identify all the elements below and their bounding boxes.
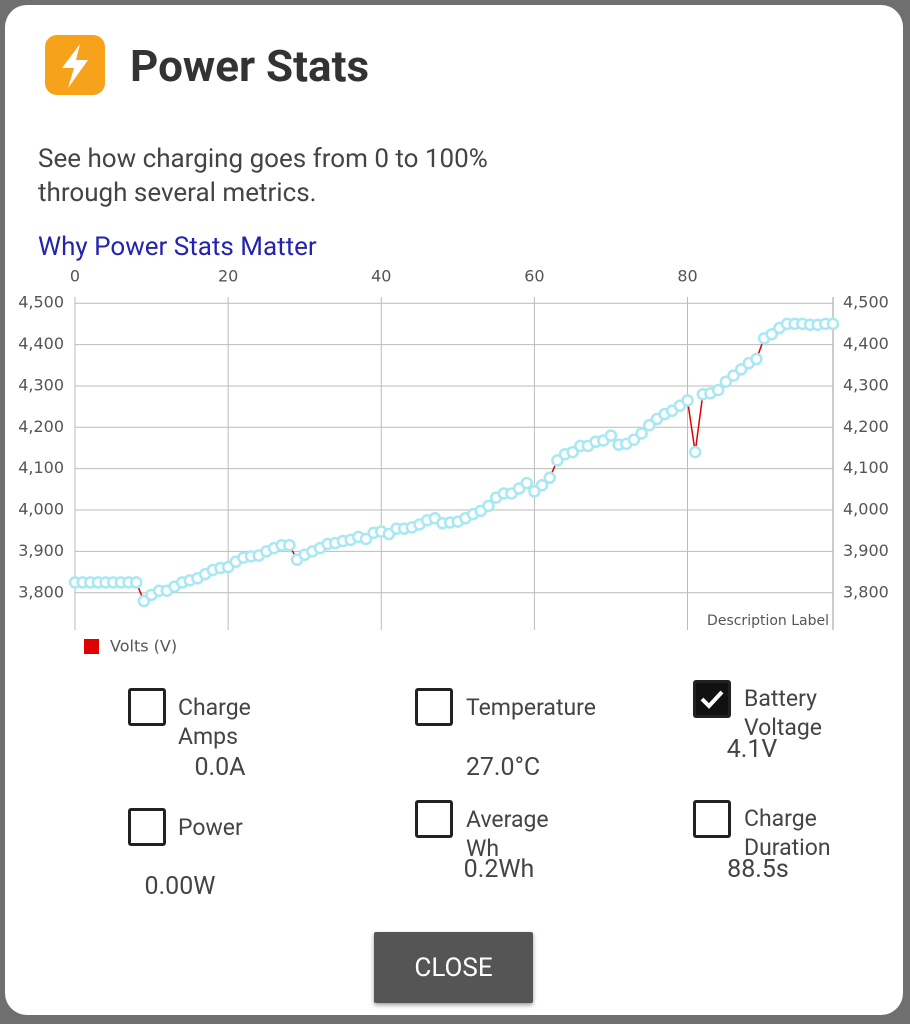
metric-value: 27.0°C [465, 753, 541, 782]
icon-layer [45, 35, 105, 95]
metric-label: Temperature [466, 694, 596, 721]
legend-swatch [84, 639, 99, 654]
metric-value: 88.5s [727, 855, 789, 884]
point [750, 352, 763, 366]
x-tick-label: 80 [677, 267, 697, 286]
series-line [75, 323, 833, 603]
point [520, 476, 533, 490]
point [359, 532, 373, 546]
checkbox[interactable] [128, 808, 166, 846]
x-tick-label: 0 [70, 267, 80, 286]
point [734, 363, 748, 376]
y-tick-label: 4,400 [18, 334, 64, 353]
y2-tick-label: 4,400 [843, 334, 889, 353]
y2-tick-label: 3,800 [843, 582, 889, 601]
link[interactable]: Why Power Stats Matter [38, 232, 317, 262]
point [642, 418, 656, 432]
point [627, 433, 641, 446]
metric-label: Battery Voltage [744, 685, 822, 741]
y-tick-label: 3,800 [18, 582, 64, 601]
point [528, 485, 541, 498]
point [535, 478, 549, 492]
point [688, 445, 702, 459]
point [482, 499, 495, 513]
y-tick-label: 4,100 [18, 458, 64, 477]
checkbox[interactable] [415, 688, 453, 726]
checkbox[interactable] [128, 688, 166, 726]
chart: 3,800 3,900 4,000 4,100 4,200 4,300 4,400 4,500… [18, 267, 889, 656]
point [283, 538, 296, 552]
point [826, 317, 840, 331]
point [719, 375, 733, 389]
checkbox[interactable] [693, 680, 731, 718]
checkbox[interactable] [415, 800, 453, 838]
title: Power Stats [130, 40, 370, 92]
y2-tick-label: 4,100 [843, 458, 889, 477]
y-tick-label: 4,000 [18, 500, 64, 519]
point [566, 445, 579, 459]
metric-value: 4.1V [726, 735, 778, 764]
point [543, 471, 556, 485]
y-tick-label: 4,300 [18, 375, 64, 394]
metric-value: 0.2Wh [463, 855, 535, 884]
point [681, 394, 694, 407]
point [551, 454, 564, 467]
metric-value: 0.0A [194, 753, 246, 782]
point [604, 429, 618, 442]
description-label: Description Label [707, 613, 829, 629]
x-tick-label: 60 [524, 267, 544, 286]
y2-tick-label: 4,000 [843, 500, 889, 519]
point [727, 369, 740, 382]
metric-label: Average Wh [466, 806, 549, 862]
x-tick-label: 20 [218, 267, 238, 286]
x-tick-label: 40 [371, 267, 391, 286]
checkbox[interactable] [693, 800, 731, 838]
y2-tick-label: 4,200 [843, 417, 889, 436]
y-tick-label: 3,900 [18, 541, 64, 560]
point [765, 327, 778, 341]
point [137, 594, 151, 608]
y2-tick-label: 3,900 [843, 541, 889, 560]
y-tick-label: 4,500 [18, 293, 64, 312]
metric-label: Charge Duration [744, 805, 831, 861]
description: See how charging goes from 0 to 100% thr… [38, 144, 488, 208]
y2-tick-label: 4,500 [843, 293, 889, 312]
bolt [62, 44, 88, 88]
checkmark [700, 690, 724, 709]
y-tick-label: 4,200 [18, 417, 64, 436]
point [711, 383, 725, 397]
metric-label: Charge Amps [178, 694, 251, 750]
metric-label: Power [178, 814, 243, 841]
metric-value: 0.00W [144, 872, 216, 901]
point [130, 576, 143, 589]
legend-label: Volts (V) [110, 637, 177, 656]
point [635, 427, 648, 440]
close-button[interactable]: CLOSE [374, 932, 533, 1003]
y2-tick-label: 4,300 [843, 375, 889, 394]
